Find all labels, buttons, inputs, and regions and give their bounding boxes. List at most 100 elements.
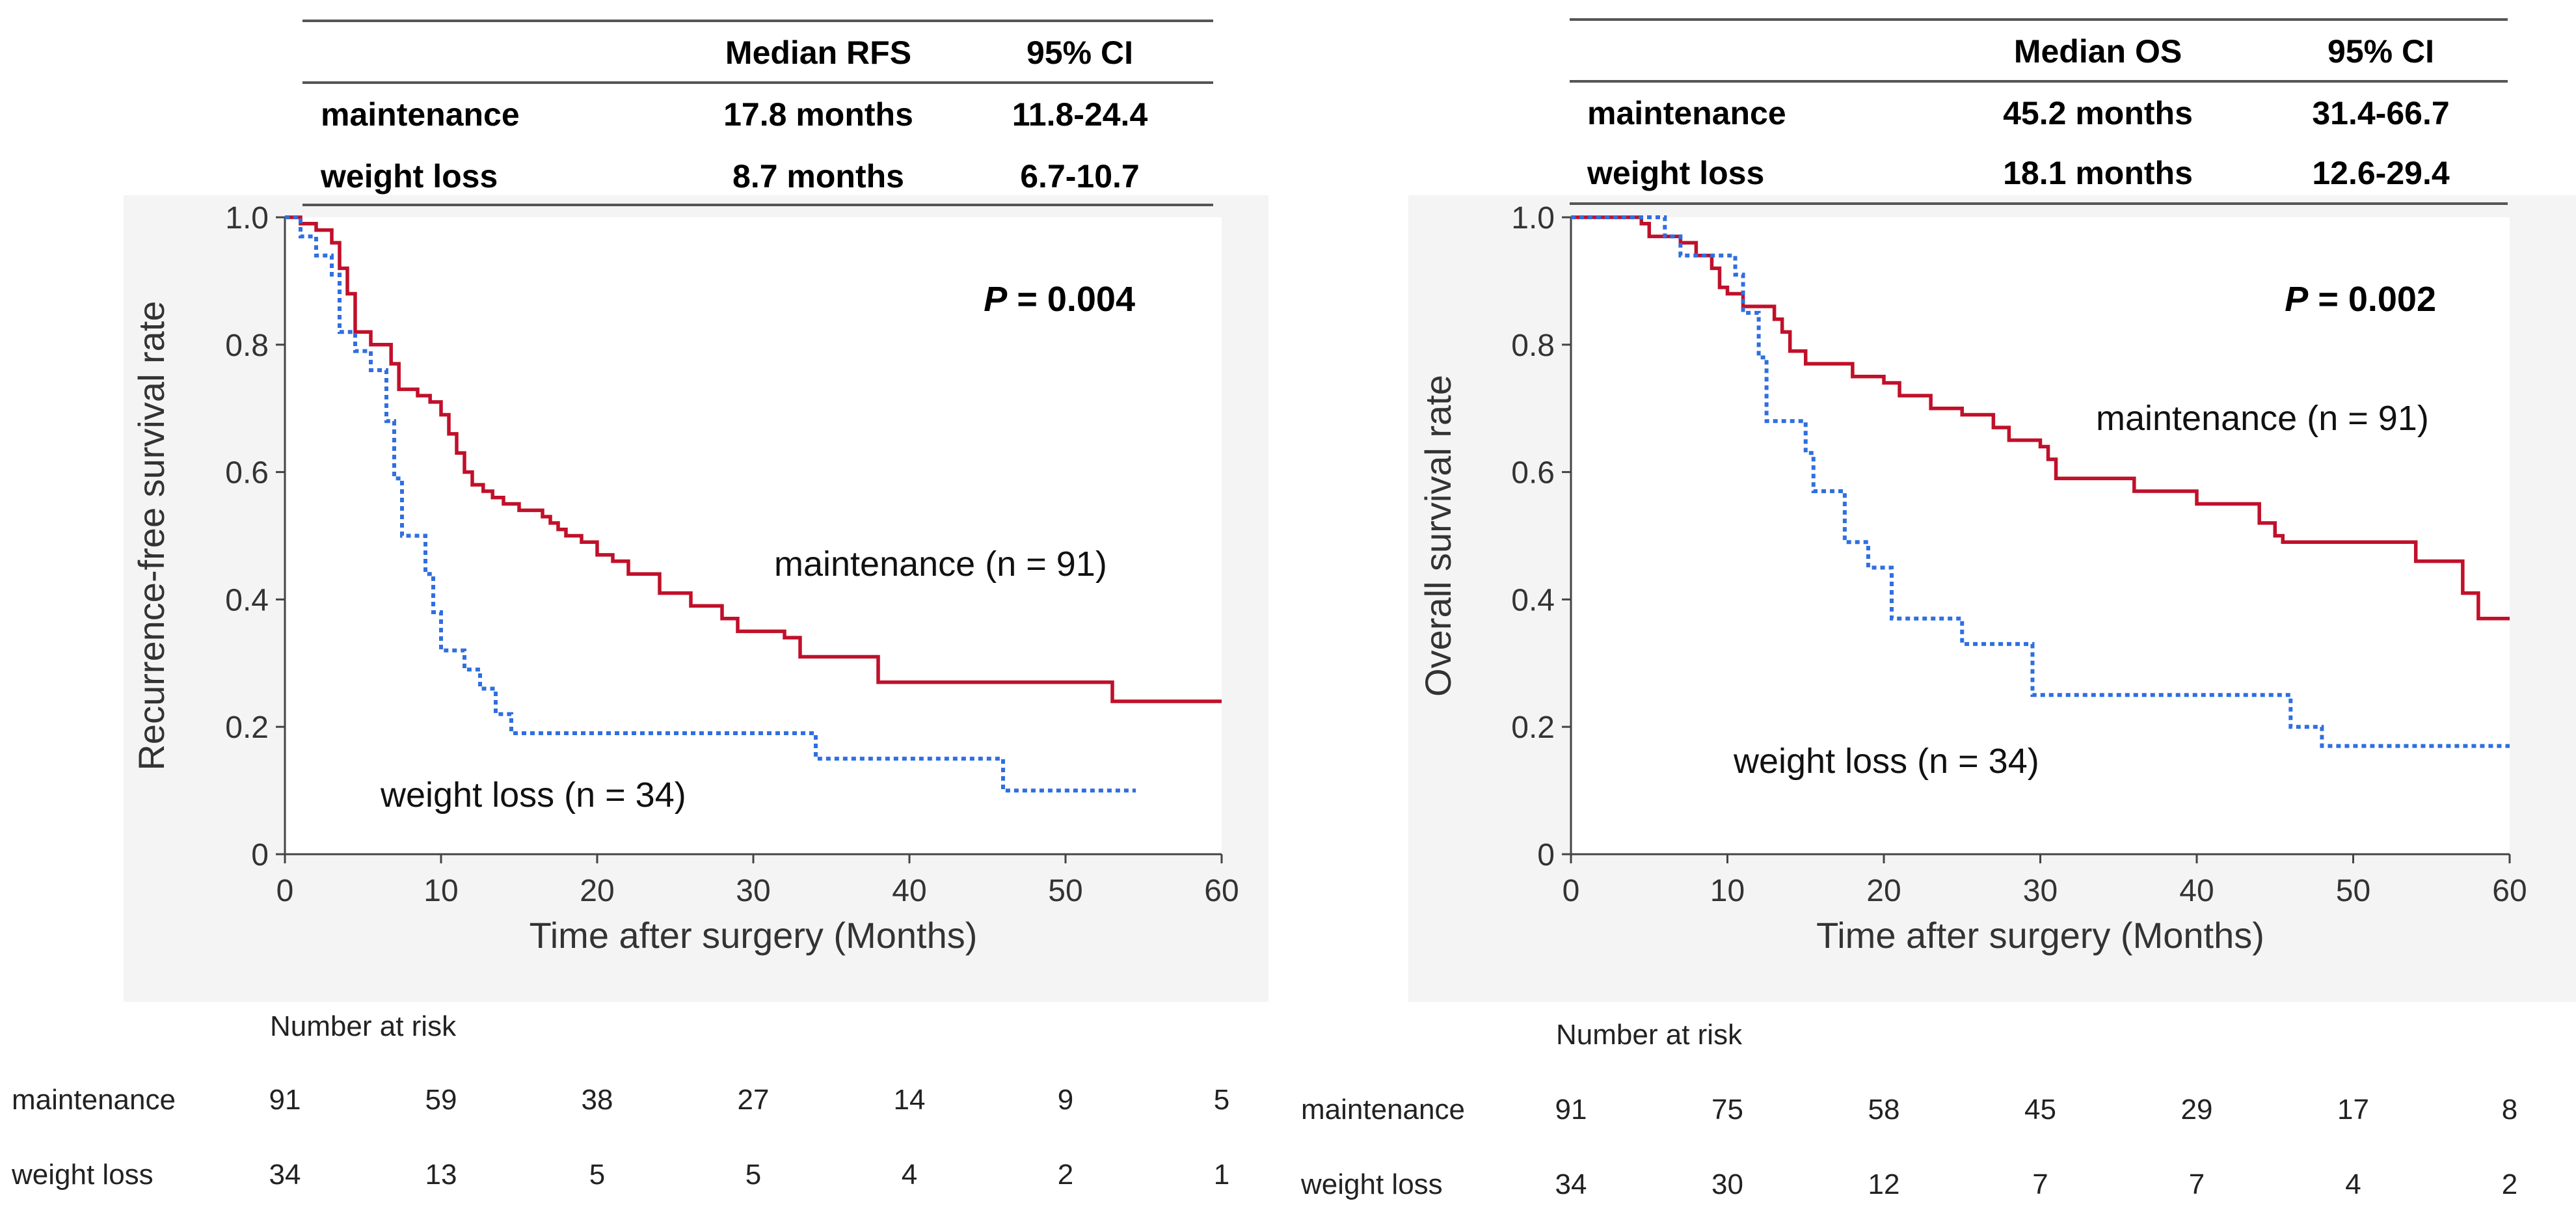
survival-curve-maintenance: [1571, 215, 2510, 621]
y-tick-label: 1.0: [225, 201, 269, 236]
y-tick-label: 1.0: [1511, 201, 1555, 236]
risk-row-label: weight loss: [1300, 1168, 1443, 1200]
y-axis-label: Recurrence-free survival rate: [131, 301, 172, 770]
risk-value: 8: [2502, 1094, 2517, 1126]
y-tick-label: 0.4: [225, 583, 269, 617]
x-tick-label: 50: [2336, 874, 2370, 908]
x-tick-label: 40: [892, 874, 926, 908]
y-tick-label: 0.4: [1511, 583, 1555, 617]
risk-row-label: weight loss: [11, 1159, 154, 1191]
risk-value: 14: [894, 1084, 926, 1116]
table-row-label: maintenance: [1587, 95, 1786, 131]
risk-value: 9: [1058, 1084, 1073, 1116]
series-label-maintenance: maintenance (n = 91): [2096, 399, 2429, 438]
risk-value: 75: [1711, 1094, 1743, 1126]
summary-table: Median RFS 95% CI maintenance 17.8 months 11…: [302, 20, 1213, 206]
risk-table-title: Number at risk: [270, 1010, 457, 1042]
risk-value: 12: [1868, 1168, 1900, 1200]
plot-area: [1571, 217, 2510, 854]
risk-value: 13: [425, 1159, 457, 1191]
y-tick-label: 0.2: [225, 710, 269, 745]
risk-value: 34: [269, 1159, 301, 1191]
plot-area: [285, 217, 1222, 854]
risk-value: 4: [902, 1159, 917, 1191]
risk-row-label: maintenance: [12, 1084, 176, 1116]
risk-value: 1: [1214, 1159, 1229, 1191]
risk-value: 29: [2181, 1094, 2213, 1126]
table-cell-median: 17.8 months: [723, 96, 913, 133]
p-value: P = 0.004: [984, 280, 1135, 319]
series-label-weight-loss: weight loss (n = 34): [1733, 742, 2039, 781]
x-tick-label: 0: [1563, 874, 1580, 908]
table-header: 95% CI: [2328, 33, 2434, 70]
survival-curve-weight-loss: [285, 215, 1136, 793]
x-tick-label: 10: [1710, 874, 1745, 908]
risk-value: 30: [1711, 1168, 1743, 1200]
table-row-label: weight loss: [320, 158, 498, 195]
table-cell-median: 18.1 months: [2003, 155, 2193, 191]
survival-curve-maintenance: [285, 215, 1222, 703]
y-tick-label: 0.6: [225, 456, 269, 491]
y-tick-label: 0.8: [225, 329, 269, 363]
table-header: Median OS: [2014, 33, 2182, 70]
x-tick-label: 10: [423, 874, 458, 908]
risk-value: 38: [582, 1084, 613, 1116]
x-tick-label: 60: [2492, 874, 2527, 908]
y-tick-label: 0: [251, 838, 269, 872]
risk-value: 2: [2502, 1168, 2517, 1200]
y-axis-label: Overall survival rate: [1417, 375, 1458, 697]
chart-panel-2: Median OS 95% CI maintenance 45.2 months 31.…: [1300, 18, 2576, 1200]
y-tick-label: 0.6: [1511, 456, 1555, 491]
risk-value: 7: [2032, 1168, 2048, 1200]
y-tick-label: 0: [1537, 838, 1555, 872]
risk-value: 27: [738, 1084, 770, 1116]
table-cell-median: 8.7 months: [732, 158, 904, 195]
risk-value: 59: [425, 1084, 457, 1116]
p-value-symbol: P: [2285, 280, 2309, 319]
x-tick-label: 20: [1866, 874, 1901, 908]
risk-value: 5: [1214, 1084, 1229, 1116]
risk-value: 5: [589, 1159, 605, 1191]
p-value-symbol: P: [984, 280, 1008, 319]
table-header: 95% CI: [1026, 34, 1133, 71]
x-axis-label: Time after surgery (Months): [530, 915, 978, 956]
y-tick-label: 0.8: [1511, 329, 1555, 363]
risk-value: 58: [1868, 1094, 1900, 1126]
table-row-label: maintenance: [321, 96, 520, 133]
series-label-weight-loss: weight loss (n = 34): [380, 776, 686, 815]
risk-row-label: maintenance: [1301, 1094, 1465, 1126]
table-cell-ci: 31.4-66.7: [2312, 95, 2449, 131]
risk-table-title: Number at risk: [1556, 1019, 1743, 1051]
x-tick-label: 30: [736, 874, 770, 908]
risk-value: 2: [1058, 1159, 1073, 1191]
risk-value: 91: [1555, 1094, 1587, 1126]
risk-value: 34: [1555, 1168, 1587, 1200]
table-row-label: weight loss: [1587, 155, 1764, 191]
x-tick-label: 30: [2023, 874, 2058, 908]
risk-value: 45: [2024, 1094, 2056, 1126]
series-label-maintenance: maintenance (n = 91): [774, 545, 1107, 584]
x-tick-label: 60: [1204, 874, 1239, 908]
p-value: P = 0.002: [2285, 280, 2436, 319]
risk-value: 4: [2345, 1168, 2361, 1200]
risk-table: Number at risk maintenance 91 75 58 45 29 17 8 we…: [1300, 1019, 2517, 1200]
x-tick-label: 20: [580, 874, 614, 908]
survival-curve-weight-loss: [1571, 215, 2510, 748]
risk-value: 5: [745, 1159, 761, 1191]
table-cell-median: 45.2 months: [2003, 95, 2193, 131]
risk-value: 7: [2189, 1168, 2205, 1200]
x-axis-label: Time after surgery (Months): [1816, 915, 2264, 956]
table-header: Median RFS: [725, 34, 911, 71]
y-tick-label: 0.2: [1511, 710, 1555, 745]
p-value-number: = 0.004: [1007, 280, 1135, 319]
p-value-number: = 0.002: [2308, 280, 2436, 319]
x-tick-label: 50: [1048, 874, 1082, 908]
table-cell-ci: 12.6-29.4: [2312, 155, 2449, 191]
x-tick-label: 0: [276, 874, 294, 908]
risk-value: 17: [2337, 1094, 2369, 1126]
table-cell-ci: 11.8-24.4: [1012, 96, 1148, 133]
table-cell-ci: 6.7-10.7: [1020, 158, 1139, 195]
